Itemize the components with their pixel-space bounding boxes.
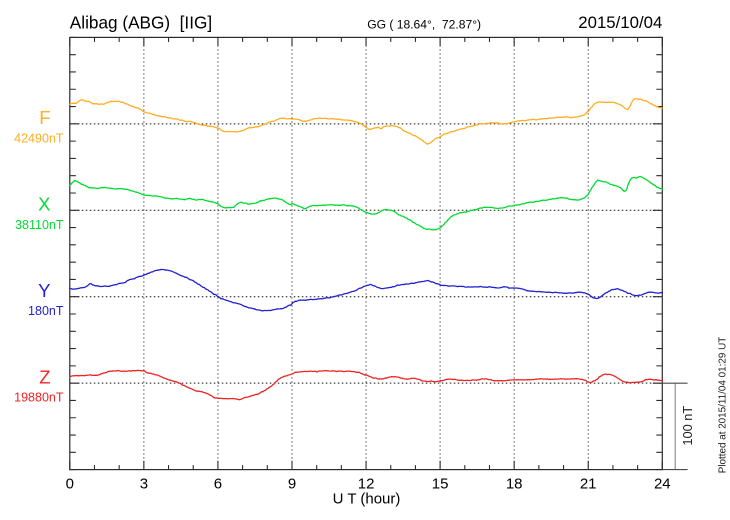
- svg-text:Z: Z: [39, 367, 50, 388]
- svg-text:24: 24: [654, 475, 671, 492]
- svg-text:9: 9: [288, 475, 296, 492]
- svg-text:0: 0: [66, 475, 74, 492]
- svg-text:15: 15: [432, 475, 449, 492]
- svg-text:F: F: [39, 107, 50, 128]
- svg-text:12: 12: [358, 475, 375, 492]
- svg-text:Y: Y: [38, 280, 50, 301]
- svg-text:GG ( 18.64°, 72.87°): GG ( 18.64°, 72.87°): [367, 17, 481, 31]
- svg-text:2015/10/04: 2015/10/04: [578, 13, 662, 32]
- svg-text:21: 21: [580, 475, 597, 492]
- svg-text:Alibag (ABG) [IIG]: Alibag (ABG) [IIG]: [70, 13, 212, 33]
- svg-text:100 nT: 100 nT: [680, 406, 695, 446]
- svg-text:Plotted at 2015/11/04 01:29 UT: Plotted at 2015/11/04 01:29 UT: [718, 337, 729, 474]
- svg-text:180nT: 180nT: [28, 304, 64, 318]
- svg-text:18: 18: [506, 475, 523, 492]
- svg-text:19880nT: 19880nT: [14, 391, 64, 405]
- svg-text:U T (hour): U T (hour): [333, 490, 401, 507]
- svg-text:X: X: [38, 194, 50, 215]
- svg-text:38110nT: 38110nT: [15, 218, 64, 232]
- svg-text:3: 3: [140, 475, 148, 492]
- svg-text:42490nT: 42490nT: [14, 131, 64, 145]
- svg-text:6: 6: [214, 475, 222, 492]
